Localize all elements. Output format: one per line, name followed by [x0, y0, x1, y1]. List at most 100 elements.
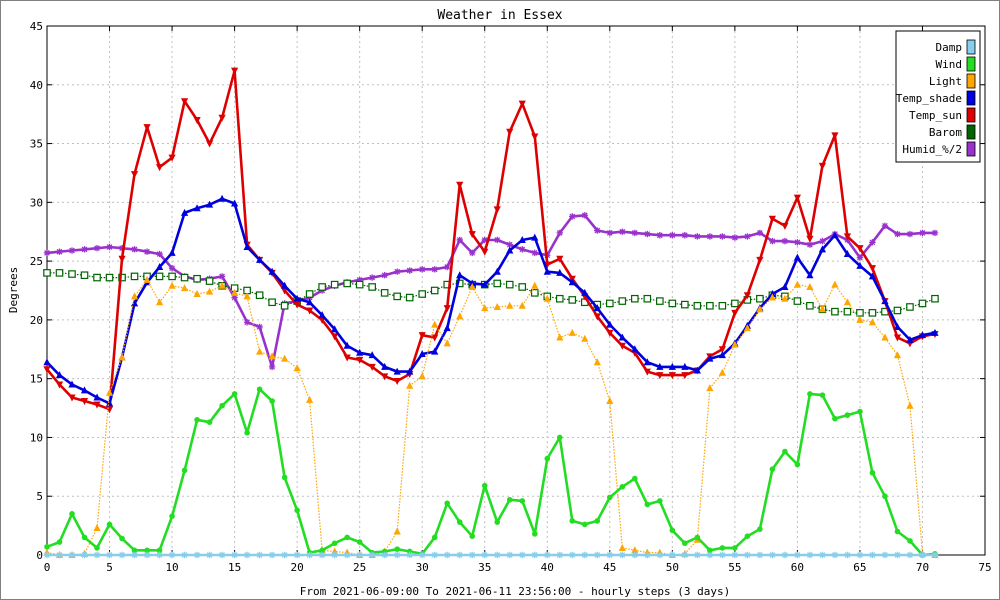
data-point-temp-sun	[656, 372, 664, 380]
data-point-barom	[130, 272, 139, 281]
data-point-temp-sun	[218, 114, 226, 122]
data-point-wind	[744, 533, 751, 539]
data-point-temp-shade	[130, 299, 139, 307]
data-point-damp	[794, 551, 801, 559]
data-point-damp	[356, 551, 363, 559]
data-point-humid-2	[456, 236, 463, 244]
data-point-temp-sun	[868, 265, 877, 273]
data-point-temp-sun	[393, 378, 401, 386]
data-point-damp	[656, 551, 664, 559]
data-point-temp-shade	[193, 204, 201, 212]
data-point-wind	[531, 531, 538, 537]
data-point-light	[293, 364, 301, 372]
data-point-damp	[231, 551, 238, 559]
data-point-barom	[530, 289, 539, 297]
series-temp-shade	[43, 194, 939, 407]
data-point-light	[105, 388, 114, 396]
data-point-damp	[419, 551, 426, 559]
chart-title: Weather in Essex	[437, 8, 562, 23]
data-point-wind	[481, 482, 488, 489]
data-point-temp-shade	[293, 294, 301, 302]
data-point-humid-2	[894, 230, 901, 238]
series-line-temp-sun	[45, 69, 936, 411]
data-point-wind	[506, 496, 513, 503]
data-point-temp-sun	[643, 368, 651, 376]
data-point-barom	[843, 307, 852, 316]
x-tick-label: 35	[478, 561, 491, 574]
data-point-humid-2	[756, 229, 764, 237]
data-point-barom	[605, 299, 614, 308]
x-tick-label: 30	[416, 561, 429, 574]
data-point-temp-shade	[343, 341, 351, 349]
data-point-humid-2	[356, 276, 363, 284]
data-point-damp	[819, 551, 826, 559]
x-tick-label: 25	[353, 561, 366, 574]
data-point-temp-sun	[381, 373, 389, 381]
data-point-barom	[93, 273, 101, 282]
data-point-damp	[343, 551, 351, 559]
data-point-temp-sun	[293, 301, 301, 309]
data-point-barom	[706, 301, 714, 310]
data-point-humid-2	[656, 232, 664, 239]
data-point-humid-2	[669, 232, 676, 239]
data-point-barom	[555, 294, 564, 303]
data-point-light	[743, 324, 751, 332]
data-point-damp	[744, 551, 751, 559]
data-point-light	[281, 354, 289, 362]
y-axis-label: Degrees	[7, 267, 20, 313]
data-point-light	[756, 305, 764, 313]
data-point-wind	[281, 474, 288, 481]
data-point-light	[768, 293, 776, 301]
data-point-temp-shade	[481, 280, 489, 288]
data-point-damp	[781, 551, 789, 559]
data-point-humid-2	[919, 229, 926, 237]
data-point-barom	[380, 289, 389, 297]
data-point-temp-shade	[431, 347, 439, 355]
data-point-wind	[344, 534, 350, 541]
data-point-temp-sun	[130, 171, 139, 179]
data-point-temp-shade	[906, 335, 914, 343]
data-point-damp	[293, 551, 301, 559]
data-point-damp	[644, 551, 651, 559]
data-point-humid-2	[93, 244, 101, 252]
data-point-light	[543, 294, 551, 302]
x-tick-label: 55	[728, 561, 741, 574]
data-point-humid-2	[156, 250, 163, 258]
data-point-humid-2	[581, 212, 588, 219]
legend-label: Light	[929, 75, 962, 88]
data-point-temp-shade	[243, 243, 251, 251]
data-point-temp-sun	[468, 231, 476, 239]
data-point-damp	[331, 551, 338, 559]
data-point-temp-sun	[843, 233, 852, 241]
data-point-light	[468, 282, 476, 290]
data-point-light	[868, 318, 877, 326]
data-point-wind	[619, 484, 626, 490]
data-point-temp-shade	[368, 351, 376, 359]
data-point-humid-2	[531, 249, 538, 257]
data-point-damp	[931, 551, 939, 559]
series-line-wind	[46, 387, 936, 557]
data-point-temp-shade	[231, 199, 239, 207]
data-point-damp	[431, 551, 438, 559]
data-point-barom	[918, 299, 927, 308]
data-point-temp-sun	[793, 194, 801, 202]
data-point-barom	[518, 283, 527, 291]
y-tick-label: 30	[30, 196, 43, 209]
data-point-temp-shade	[55, 371, 64, 379]
data-point-barom	[493, 279, 502, 288]
data-point-temp-shade	[168, 248, 176, 256]
x-tick-label: 45	[603, 561, 616, 574]
data-point-barom	[330, 280, 339, 289]
data-point-light	[881, 333, 889, 341]
data-point-temp-shade	[781, 282, 789, 290]
data-point-light	[205, 287, 214, 295]
data-point-temp-shade	[331, 325, 339, 333]
data-point-light	[793, 280, 801, 288]
data-point-temp-sun	[231, 67, 239, 75]
data-point-barom	[806, 301, 814, 310]
data-point-damp	[769, 551, 776, 559]
data-point-damp	[594, 551, 601, 559]
data-point-wind	[431, 534, 438, 541]
data-point-temp-shade	[893, 322, 902, 330]
data-point-temp-shade	[556, 268, 564, 276]
